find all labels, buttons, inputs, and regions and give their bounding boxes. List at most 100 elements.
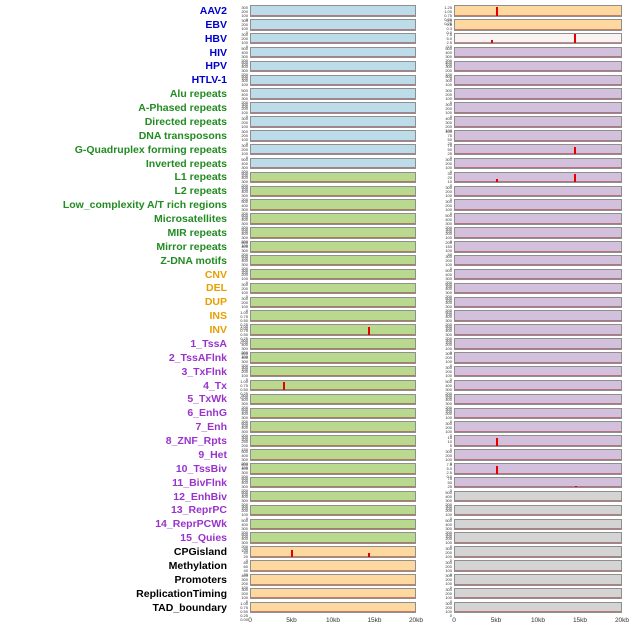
column-gap — [416, 420, 438, 434]
y-tick-label: 60 — [243, 563, 248, 569]
track-panel-right — [454, 324, 622, 336]
left-track: 300 200 100 0 — [234, 504, 416, 521]
y-tick-label: 200 — [241, 543, 248, 549]
y-tick-label: 0 — [245, 599, 248, 605]
y-tick-label: 400 — [241, 258, 248, 264]
y-tick-label: 10 — [447, 438, 452, 444]
left-track: 500 400 300 200 100 — [234, 393, 416, 414]
y-tick-label: 100 — [445, 456, 452, 462]
y-axis-ticks: 7.5 5.0 2.5 0.0 — [438, 32, 454, 49]
y-tick-label: 100 — [241, 62, 248, 68]
y-tick-label: 0.75 — [240, 383, 248, 389]
y-axis-ticks: 300 200 100 — [234, 115, 250, 129]
y-tick-label: 500 — [445, 212, 452, 218]
track-panel-right — [454, 504, 622, 517]
y-tick-label: 200 — [445, 355, 452, 361]
y-tick-label: 300 — [445, 77, 452, 83]
track-row: 9_Het 500 400 300 200 100 300 200 100 0 — [0, 448, 630, 469]
track-panel-left — [250, 130, 416, 142]
track-row: 1_TssA 500 400 300 200 100 300 200 100 0 — [0, 337, 630, 358]
row-label: HBV — [204, 32, 227, 45]
y-tick-label: 0 — [449, 210, 452, 216]
right-track: 500 400 300 200 100 — [438, 393, 622, 414]
left-track: 500 400 300 200 100 — [234, 351, 416, 372]
y-axis-ticks: 300 200 100 0 — [234, 295, 250, 312]
y-tick-label: 200 — [445, 240, 452, 246]
y-tick-label: 100 — [241, 373, 248, 379]
track-row: A-Phased repeats 300 200 100 0 300 200 100 0 — [0, 101, 630, 118]
track-row: 13_ReprPC 300 200 100 0 300 200 100 0 — [0, 504, 630, 521]
signal-spike — [495, 6, 498, 16]
y-tick-label: 200 — [241, 432, 248, 438]
y-tick-label: 100 — [445, 506, 452, 512]
track-panel-right — [454, 227, 622, 239]
track-rows: AAV2 300 200 100 0 1.25 1.00 0.75 0.50 0.25 EBV… — [0, 4, 630, 622]
y-axis-ticks: 500 400 300 200 100 — [438, 295, 454, 316]
track-panel-right — [454, 213, 622, 225]
y-tick-label: 200 — [241, 72, 248, 77]
y-tick-label: 0 — [245, 516, 248, 521]
y-axis-ticks: 300 200 100 0 — [438, 573, 454, 590]
track-panel-left — [250, 449, 416, 461]
y-axis-ticks: 500 400 300 200 100 — [234, 351, 250, 372]
track-panel-right — [454, 338, 622, 350]
y-tick-label: 300 — [445, 365, 452, 371]
y-tick-label: 100 — [445, 553, 452, 559]
y-tick-label: 300 — [241, 498, 248, 504]
track-panel-right — [454, 116, 622, 128]
right-track: 300 200 100 0 — [438, 254, 622, 271]
y-tick-label: 400 — [241, 494, 248, 500]
y-tick-label: 100 — [241, 353, 248, 359]
y-axis-ticks: 500 400 300 200 100 — [234, 226, 250, 247]
row-label: 11_BivFlnk — [172, 476, 227, 489]
left-track: 300 200 100 0 — [234, 101, 416, 118]
y-tick-label: 300 — [241, 179, 248, 184]
y-tick-label: 300 — [241, 470, 248, 476]
track-panel-left — [250, 435, 416, 447]
y-tick-label: 200 — [445, 123, 452, 129]
y-tick-label: 100 — [241, 26, 248, 32]
y-tick-label: 200 — [241, 238, 248, 244]
y-axis-ticks: 500 400 300 200 100 — [234, 46, 250, 67]
y-tick-label: 300 — [445, 559, 452, 565]
track-row: Promoters 400 300 200 100 300 200 100 0 — [0, 573, 630, 590]
track-panel-left — [250, 296, 416, 309]
track-panel-left — [250, 421, 416, 433]
track-panel-right — [454, 310, 622, 322]
y-tick-label: 2.5 — [446, 40, 452, 46]
right-track: 15 10 5 0 — [438, 434, 622, 451]
track-panel-right — [454, 32, 622, 45]
y-tick-label: 200 — [445, 161, 452, 167]
row-label: G-Quadruplex forming repeats — [74, 143, 227, 156]
y-tick-label: 200 — [241, 119, 248, 125]
y-tick-label: 200 — [241, 169, 248, 175]
y-tick-label: 100 — [241, 228, 248, 234]
y-axis-ticks: 300 200 100 0 — [234, 4, 250, 21]
x-tick-label: 5kb — [490, 616, 502, 624]
y-axis-ticks: 1.25 1.00 0.75 0.50 0.25 — [438, 4, 454, 25]
y-tick-label: 300 — [241, 587, 248, 593]
row-label: 8_ZNF_Rpts — [165, 435, 227, 448]
y-tick-label: 0 — [449, 543, 452, 549]
row-label: HPV — [205, 60, 227, 73]
right-track: 300 200 100 0 — [438, 545, 622, 562]
y-axis-ticks: 500 400 300 200 100 — [234, 254, 250, 275]
y-tick-label: 300 — [241, 525, 248, 531]
right-track: 300 200 100 0 — [438, 351, 622, 368]
right-track: 500 400 300 200 100 — [438, 46, 622, 67]
y-tick-label: 300 — [445, 184, 452, 190]
y-tick-label: 7.5 — [446, 462, 452, 468]
column-gap — [416, 531, 438, 545]
y-tick-label: 100 — [445, 339, 452, 345]
y-tick-label: 500 — [445, 323, 452, 329]
y-tick-label: 300 — [241, 504, 248, 509]
y-tick-label: 100 — [445, 533, 452, 539]
track-row: 8_ZNF_Rpts 300 250 200 150 15 10 5 0 — [0, 434, 630, 451]
y-axis-ticks: 300 200 100 0 — [438, 559, 454, 576]
y-tick-label: 40 — [243, 549, 248, 555]
row-label: CNV — [204, 268, 227, 281]
x-axis-left: 0 5kb 10kb 15kb 20kb — [248, 616, 423, 628]
y-axis-ticks: 500 400 300 200 100 — [234, 517, 250, 538]
track-panel-left — [250, 171, 416, 184]
y-tick-label: 100 — [241, 270, 248, 276]
